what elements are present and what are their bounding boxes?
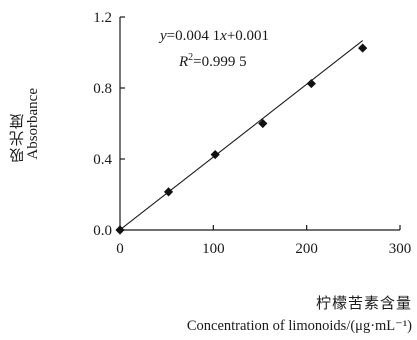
x-axis-title-english: Concentration of limonoids/(μg·mL⁻¹) [186,318,412,334]
x-axis-title-chinese: 柠檬苦素含量 [315,296,412,312]
r-superscript: 2 [188,52,194,63]
regression-line [119,40,364,231]
equation-intercept: +0.001 [226,28,270,44]
data-point [210,149,220,160]
r-symbol: R [179,54,189,70]
equation-slope: =0.004 1 [166,28,221,44]
equation-x-variable: x [220,28,227,44]
data-point [115,225,125,235]
data-points [115,43,368,235]
data-point [258,118,268,129]
regression-equation: y=0.004 1x+0.001 [160,28,269,45]
data-point [163,187,174,197]
y-tick-label: 0.0 [93,223,112,239]
x-tick-label: 300 [389,241,412,257]
y-axis-title-english: Absorbance [25,88,41,160]
r-squared-label: R2=0.999 5 [179,52,247,71]
x-tick-label: 100 [202,241,225,257]
y-tick-label: 0.8 [93,81,112,97]
x-tick-label: 200 [295,241,318,257]
data-point [306,78,316,89]
axes [119,17,400,231]
y-tick-label: 1.2 [93,10,112,26]
equation-y-variable: y [160,28,167,44]
y-tick-label: 0.4 [93,152,112,168]
axis-tick-labels: 0.0 0.4 0.8 1.2 0 100 200 300 [93,10,411,257]
y-axis-title-chinese: 吸光度 [10,112,26,163]
x-tick-label: 0 [116,241,124,257]
r-squared-value: =0.999 5 [193,54,247,70]
data-point [358,43,368,53]
